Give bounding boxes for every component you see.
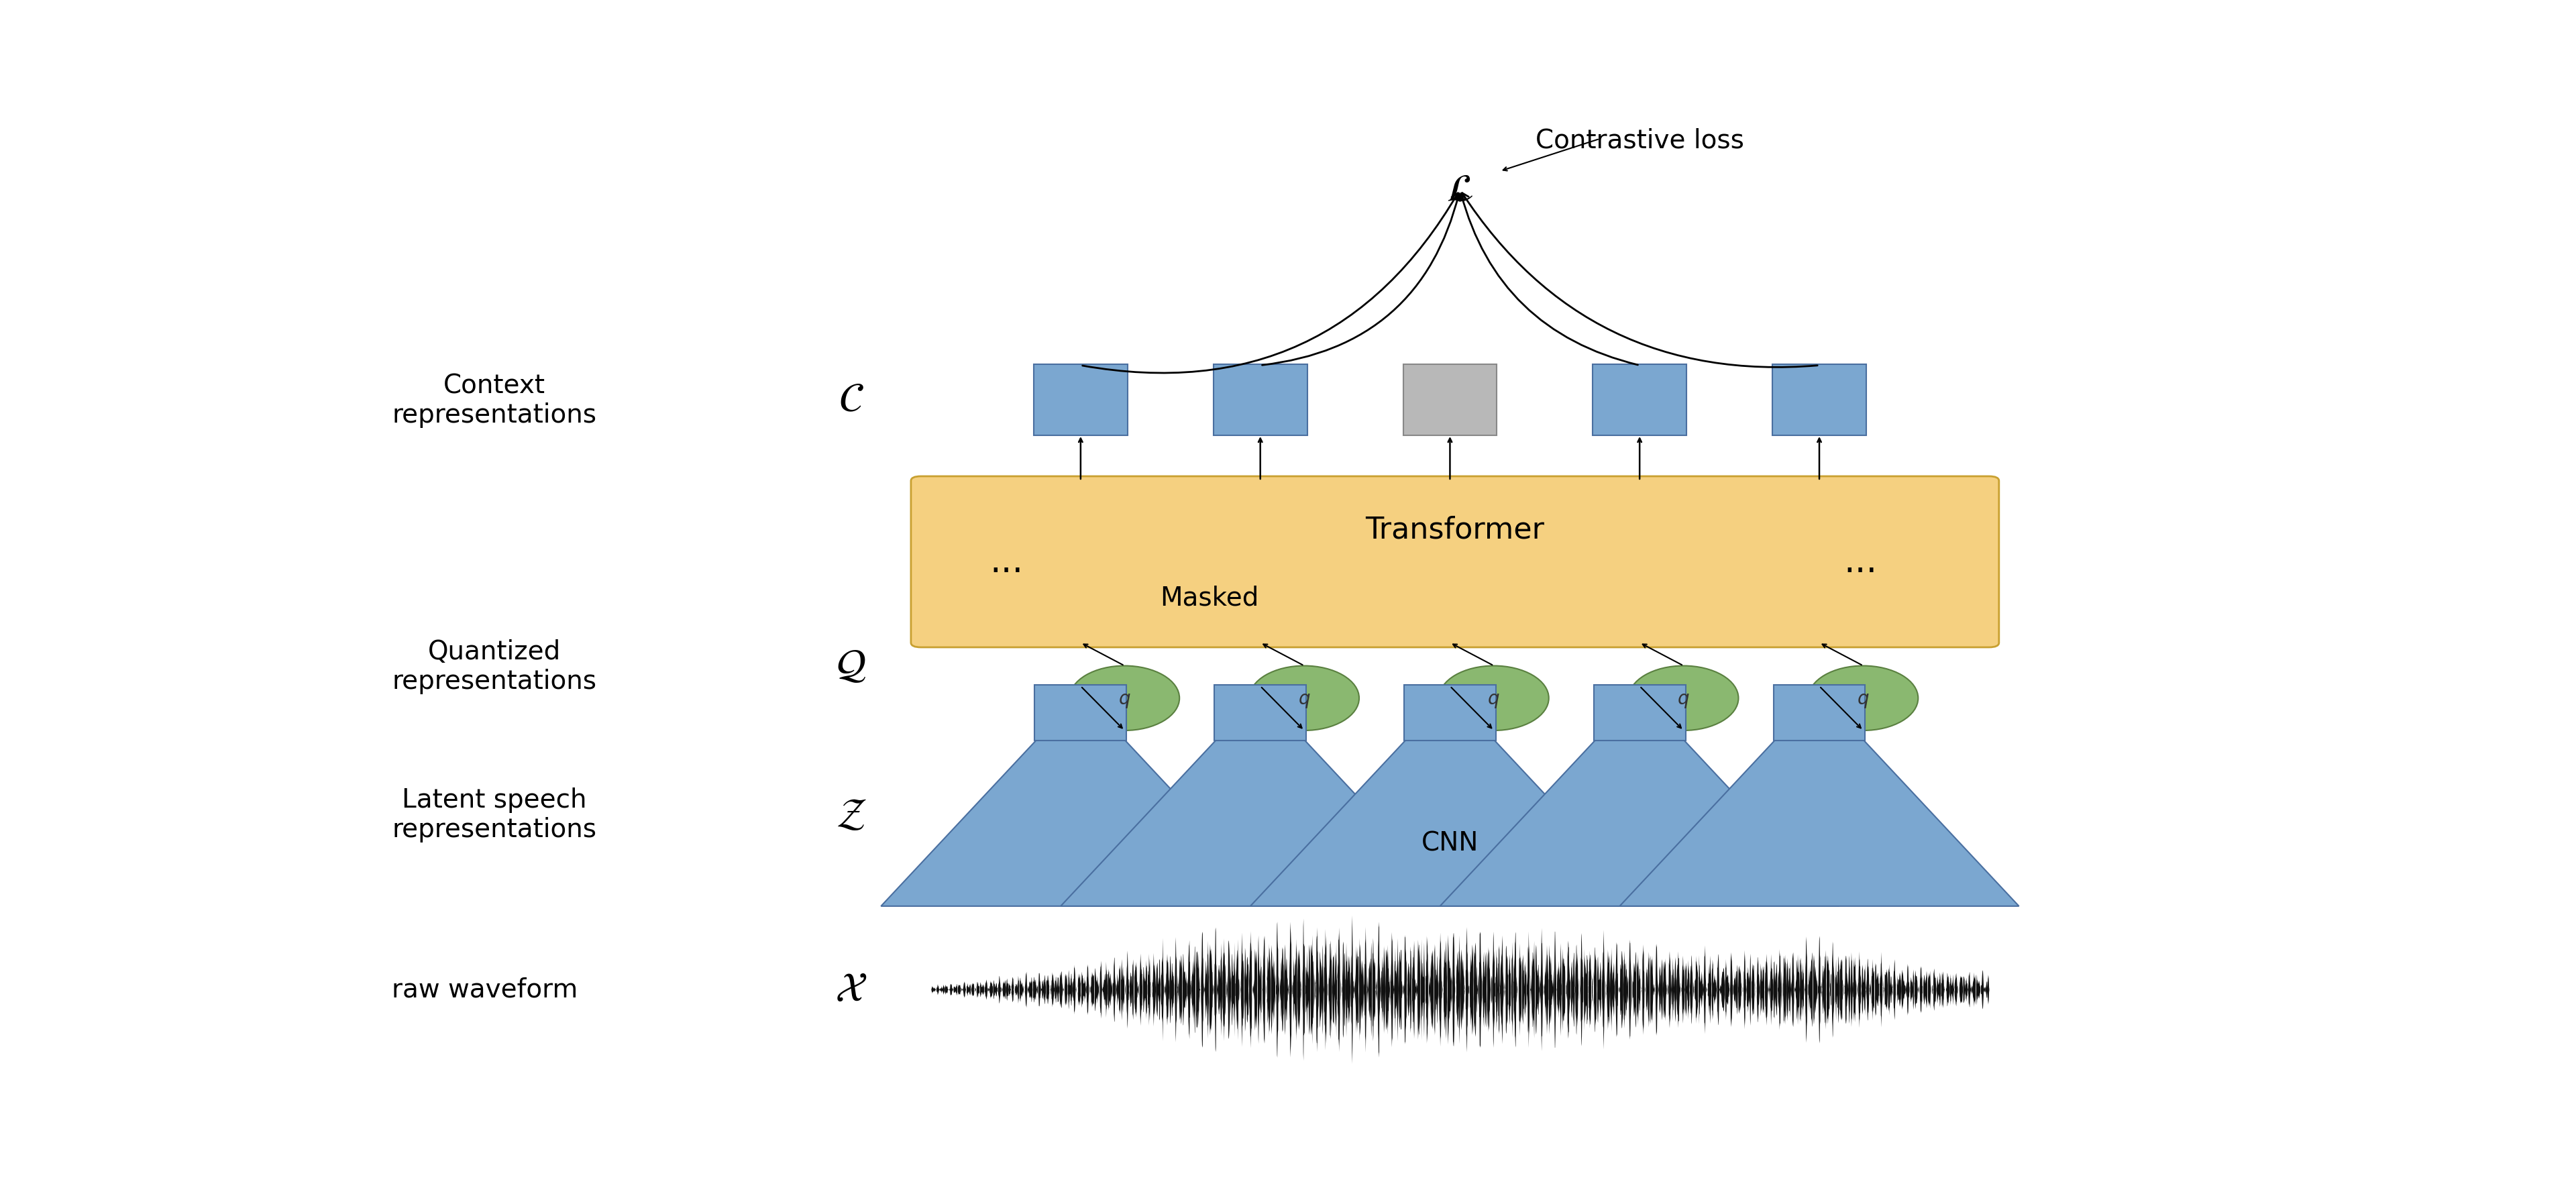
Text: CNN: CNN bbox=[1422, 830, 1479, 856]
FancyBboxPatch shape bbox=[1033, 365, 1128, 436]
FancyArrowPatch shape bbox=[1461, 194, 1638, 365]
Text: $\mathcal{Q}$: $\mathcal{Q}$ bbox=[837, 647, 866, 686]
FancyBboxPatch shape bbox=[1404, 365, 1497, 436]
Ellipse shape bbox=[1440, 666, 1548, 731]
FancyBboxPatch shape bbox=[1213, 365, 1306, 436]
Ellipse shape bbox=[1628, 666, 1739, 731]
Text: ...: ... bbox=[989, 545, 1023, 580]
FancyBboxPatch shape bbox=[1595, 685, 1685, 740]
Text: Context
representations: Context representations bbox=[392, 373, 598, 428]
FancyBboxPatch shape bbox=[1772, 685, 1865, 740]
Polygon shape bbox=[1620, 740, 2020, 906]
Text: q: q bbox=[1489, 689, 1499, 708]
Text: q: q bbox=[1298, 689, 1311, 708]
Text: Transformer: Transformer bbox=[1365, 515, 1546, 544]
Text: q: q bbox=[1857, 689, 1870, 708]
Ellipse shape bbox=[1808, 666, 1919, 731]
Text: ...: ... bbox=[1844, 545, 1878, 580]
FancyBboxPatch shape bbox=[1772, 365, 1865, 436]
Text: Contrastive loss: Contrastive loss bbox=[1535, 127, 1744, 154]
Text: $\mathcal{X}$: $\mathcal{X}$ bbox=[835, 970, 868, 1009]
Text: $\mathcal{C}$: $\mathcal{C}$ bbox=[837, 380, 863, 420]
Text: Latent speech
representations: Latent speech representations bbox=[392, 787, 598, 842]
Text: Quantized
representations: Quantized representations bbox=[392, 638, 598, 694]
FancyArrowPatch shape bbox=[1082, 193, 1458, 373]
FancyArrowPatch shape bbox=[1463, 193, 1819, 367]
Text: $\mathcal{Z}$: $\mathcal{Z}$ bbox=[835, 796, 866, 835]
FancyArrowPatch shape bbox=[1262, 194, 1461, 366]
Ellipse shape bbox=[1069, 666, 1180, 731]
Polygon shape bbox=[1061, 740, 1461, 906]
Text: Masked: Masked bbox=[1159, 584, 1260, 611]
Text: $\mathcal{L}$: $\mathcal{L}$ bbox=[1448, 172, 1473, 209]
Polygon shape bbox=[1249, 740, 1649, 906]
FancyBboxPatch shape bbox=[1592, 365, 1687, 436]
FancyBboxPatch shape bbox=[912, 476, 1999, 648]
FancyBboxPatch shape bbox=[1213, 685, 1306, 740]
Text: q: q bbox=[1118, 689, 1131, 708]
Text: raw waveform: raw waveform bbox=[392, 977, 577, 1002]
Polygon shape bbox=[881, 740, 1280, 906]
FancyBboxPatch shape bbox=[1036, 685, 1126, 740]
FancyBboxPatch shape bbox=[1404, 685, 1497, 740]
Polygon shape bbox=[1440, 740, 1839, 906]
Text: q: q bbox=[1677, 689, 1690, 708]
Ellipse shape bbox=[1249, 666, 1360, 731]
